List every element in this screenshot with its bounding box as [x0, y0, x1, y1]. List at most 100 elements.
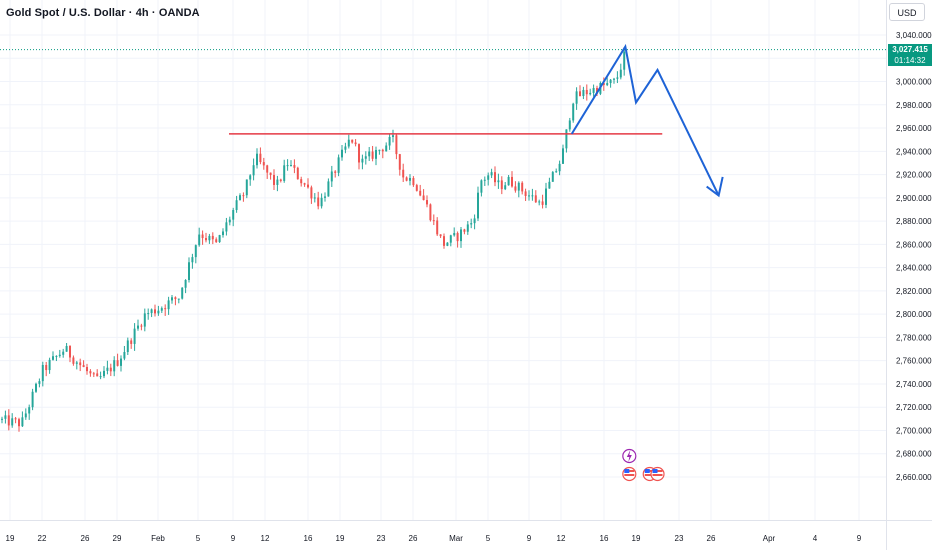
projection-path [570, 43, 720, 196]
candle-body [606, 83, 609, 86]
y-tick-label: 2,780.000 [896, 333, 932, 342]
y-tick-label: 2,820.000 [896, 287, 932, 296]
candle-body [398, 154, 401, 170]
x-tick-label: 12 [557, 534, 566, 543]
candle-body [487, 175, 490, 180]
candle-body [242, 195, 245, 197]
candle-body [286, 165, 289, 167]
candle-body [273, 175, 275, 185]
candle-body [188, 262, 190, 280]
candle-body [602, 83, 605, 86]
candle-body [201, 234, 204, 239]
x-tick-label: Feb [151, 534, 165, 543]
us-flag-icon-canton [652, 469, 658, 473]
candle-body [361, 158, 364, 163]
candle-body [613, 78, 615, 80]
candle-body [164, 308, 167, 310]
candle-body [89, 371, 92, 374]
candle-body [623, 51, 626, 70]
candle-body [276, 179, 279, 185]
candle-body [174, 297, 177, 300]
candle-body [347, 139, 350, 147]
candle-body [443, 236, 445, 246]
candle-body [69, 346, 71, 358]
candle-body [426, 200, 428, 205]
candle-body [123, 352, 126, 359]
us-flag-icon-stripe [644, 474, 655, 476]
candle-body [120, 358, 122, 366]
candle-body [456, 233, 459, 242]
candle-body [385, 145, 388, 152]
candle-body [609, 79, 612, 84]
x-tick-label: 26 [81, 534, 90, 543]
candle-body [245, 179, 248, 196]
x-tick-label: 23 [377, 534, 386, 543]
bar-countdown: 01:14:32 [894, 56, 926, 65]
candle-body [31, 391, 34, 408]
candle-body [75, 362, 78, 364]
currency-button[interactable]: USD [889, 3, 925, 21]
candle-body [1, 418, 3, 420]
candle-body [327, 181, 330, 197]
candle-body [99, 376, 102, 378]
x-tick-label: 4 [813, 534, 818, 543]
y-tick-label: 2,920.000 [896, 171, 932, 180]
candle-body [500, 180, 503, 190]
candle-body [449, 235, 452, 243]
candle-body [409, 178, 411, 181]
economic-events [622, 448, 665, 482]
candle-body [497, 180, 500, 183]
x-tick-label: 19 [632, 534, 641, 543]
candle-body [589, 92, 592, 95]
candle-body [150, 309, 153, 314]
candle-body [194, 245, 197, 258]
candle-body [415, 185, 418, 191]
candle-body [477, 192, 479, 219]
x-tick-label: 9 [527, 534, 532, 543]
candle-body [86, 367, 88, 372]
candle-body [551, 172, 554, 182]
candle-body [507, 176, 510, 186]
candle-body [330, 171, 333, 182]
candle-body [92, 373, 95, 375]
candle-body [45, 364, 48, 371]
candle-body [555, 171, 558, 173]
candle-body [225, 222, 228, 232]
y-tick-label: 2,840.000 [896, 264, 932, 273]
candle-body [106, 367, 109, 371]
candle-body [473, 218, 476, 224]
candle-body [266, 165, 269, 173]
candle-body [579, 91, 581, 97]
y-tick-label: 2,740.000 [896, 380, 932, 389]
x-tick-label: 16 [304, 534, 313, 543]
candle-body [422, 195, 425, 201]
candle-body [392, 135, 394, 137]
candle-body [483, 179, 486, 181]
candle-body [211, 235, 214, 240]
candle-body [28, 407, 31, 414]
candle-body [364, 156, 367, 159]
candle-body [72, 357, 75, 364]
candle-body [96, 373, 99, 377]
y-tick-label: 2,880.000 [896, 217, 932, 226]
candle-body [18, 419, 20, 427]
candle-body [259, 153, 262, 163]
candle-body [300, 179, 303, 184]
lightning-bolt-icon [626, 450, 632, 462]
candle-body [378, 149, 381, 151]
candle-body [52, 356, 54, 360]
candle-body [249, 175, 252, 180]
x-tick-label: 29 [113, 534, 122, 543]
candle-body [375, 150, 377, 159]
candle-body [137, 325, 139, 329]
candle-body [402, 169, 405, 178]
y-tick-label: 2,980.000 [896, 101, 932, 110]
y-tick-label: 2,660.000 [896, 473, 932, 482]
x-tick-label: Apr [763, 534, 776, 543]
candle-body [103, 370, 105, 377]
symbol-title[interactable]: Gold Spot / U.S. Dollar · 4h · OANDA [6, 7, 200, 19]
candle-body [154, 309, 156, 314]
x-tick-label: 12 [261, 534, 270, 543]
